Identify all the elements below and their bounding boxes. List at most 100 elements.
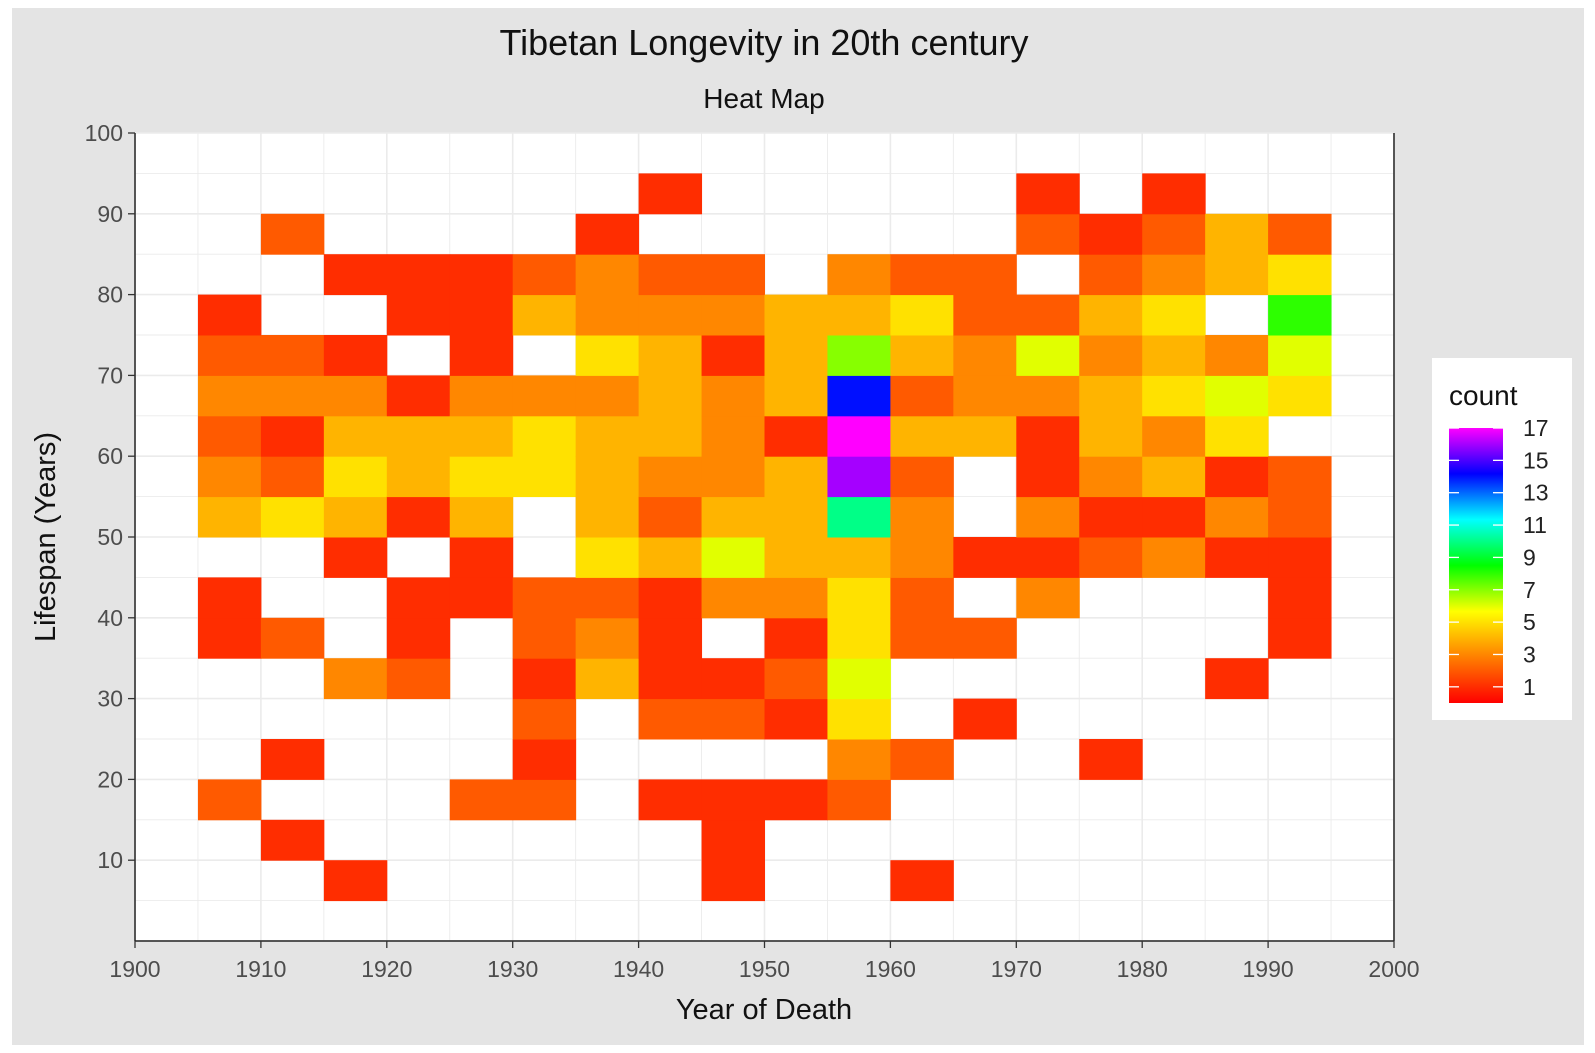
heatmap-cell xyxy=(890,537,954,578)
heatmap-cell xyxy=(827,294,891,336)
heatmap-cell xyxy=(260,335,325,376)
y-tick-label: 70 xyxy=(97,362,123,388)
heatmap-cell xyxy=(386,294,451,336)
heatmap-cell xyxy=(1142,335,1206,376)
heatmap-cell xyxy=(260,819,325,861)
heatmap-cell xyxy=(827,496,891,538)
heatmap-cell xyxy=(953,254,1017,296)
heatmap-cell xyxy=(1016,456,1080,498)
legend-tick-label: 9 xyxy=(1523,544,1536,570)
heatmap-cell xyxy=(1079,335,1143,376)
heatmap-cell xyxy=(1205,537,1269,578)
heatmap-cell xyxy=(890,375,954,417)
heatmap-cell xyxy=(512,739,577,780)
heatmap-cell xyxy=(1205,496,1269,538)
heatmap-cell xyxy=(638,456,703,498)
heatmap-cell xyxy=(827,415,891,457)
heatmap-cell xyxy=(764,617,828,659)
y-tick-label: 20 xyxy=(97,766,123,792)
heatmap-cell xyxy=(512,698,577,740)
heatmap-cell xyxy=(449,415,514,457)
x-tick-label: 1950 xyxy=(739,956,790,982)
heatmap-cell xyxy=(512,254,577,296)
heatmap-cell xyxy=(1079,375,1143,417)
heatmap-cell xyxy=(890,739,954,780)
heatmap-cell xyxy=(1268,335,1332,376)
heatmap-cell xyxy=(953,698,1017,740)
heatmap-cell xyxy=(323,496,388,538)
heatmap-cell xyxy=(1268,294,1332,336)
heatmap-cell xyxy=(323,456,388,498)
heatmap-cell xyxy=(575,658,640,700)
heatmap-cell xyxy=(575,577,640,619)
heatmap-cell xyxy=(1079,213,1143,255)
heatmap-cell xyxy=(1205,415,1269,457)
heatmap-cell xyxy=(638,779,703,821)
heatmap-cell xyxy=(827,335,891,376)
heatmap-cell xyxy=(575,213,640,255)
heatmap-cell xyxy=(575,294,640,336)
heatmap-cell xyxy=(575,415,640,457)
heatmap-cell xyxy=(260,375,325,417)
heatmap-cell xyxy=(512,779,577,821)
heatmap-cell xyxy=(953,375,1017,417)
heatmap-cell xyxy=(323,415,388,457)
heatmap-cell xyxy=(827,577,891,619)
heatmap-cell xyxy=(386,496,451,538)
heatmap-cell xyxy=(1205,456,1269,498)
heatmap-cell xyxy=(764,658,828,700)
heatmap-cell xyxy=(701,456,765,498)
heatmap-cell xyxy=(764,698,828,740)
heatmap-cell xyxy=(1205,375,1269,417)
heatmap-cell xyxy=(1142,415,1206,457)
heatmap-cell xyxy=(197,335,262,376)
heatmap-cell xyxy=(323,375,388,417)
x-axis-title: Year of Death xyxy=(676,994,852,1026)
heatmap-cell xyxy=(764,537,828,578)
heatmap-cell xyxy=(197,294,262,336)
heatmap-cell xyxy=(449,294,514,336)
x-tick-label: 1970 xyxy=(991,956,1042,982)
heatmap-cell xyxy=(1142,173,1206,215)
heatmap-cell xyxy=(701,698,765,740)
heatmap-cell xyxy=(764,496,828,538)
heatmap-cell xyxy=(512,617,577,659)
heatmap-cell xyxy=(827,375,891,417)
heatmap-cell xyxy=(701,415,765,457)
heatmap-cell xyxy=(1016,415,1080,457)
legend-colorbar xyxy=(1449,428,1503,703)
heatmap-cell xyxy=(638,415,703,457)
heatmap-cell xyxy=(1142,537,1206,578)
y-tick-label: 60 xyxy=(97,443,123,469)
heatmap-cell xyxy=(1142,375,1206,417)
heatmap-cell xyxy=(1079,254,1143,296)
heatmap-cell xyxy=(827,658,891,700)
heatmap-cell xyxy=(764,456,828,498)
x-tick-label: 2000 xyxy=(1368,956,1419,982)
x-tick-label: 1900 xyxy=(109,956,160,982)
heatmap-cell xyxy=(1268,254,1332,296)
heatmap-cell xyxy=(260,415,325,457)
heatmap-cell xyxy=(575,617,640,659)
heatmap-cell xyxy=(449,456,514,498)
heatmap-cell xyxy=(953,537,1017,578)
heatmap-cell xyxy=(386,375,451,417)
heatmap-cell xyxy=(890,456,954,498)
heatmap-cell xyxy=(1079,415,1143,457)
y-axis-title: Lifespan (Years) xyxy=(30,432,62,642)
heatmap-cell xyxy=(827,617,891,659)
y-tick-label: 80 xyxy=(97,282,123,308)
heatmap-cell xyxy=(953,415,1017,457)
heatmap-cell xyxy=(512,294,577,336)
legend-tick-label: 17 xyxy=(1523,415,1549,441)
chart-title: Tibetan Longevity in 20th century xyxy=(500,22,1029,63)
heatmap-cell xyxy=(1205,335,1269,376)
x-tick-label: 1980 xyxy=(1117,956,1168,982)
legend-tick-label: 11 xyxy=(1523,512,1547,538)
heatmap-cell xyxy=(1016,537,1080,578)
heatmap-cell xyxy=(890,335,954,376)
y-tick-label: 50 xyxy=(97,524,123,550)
heatmap-cell xyxy=(638,537,703,578)
heatmap-cell xyxy=(1079,496,1143,538)
